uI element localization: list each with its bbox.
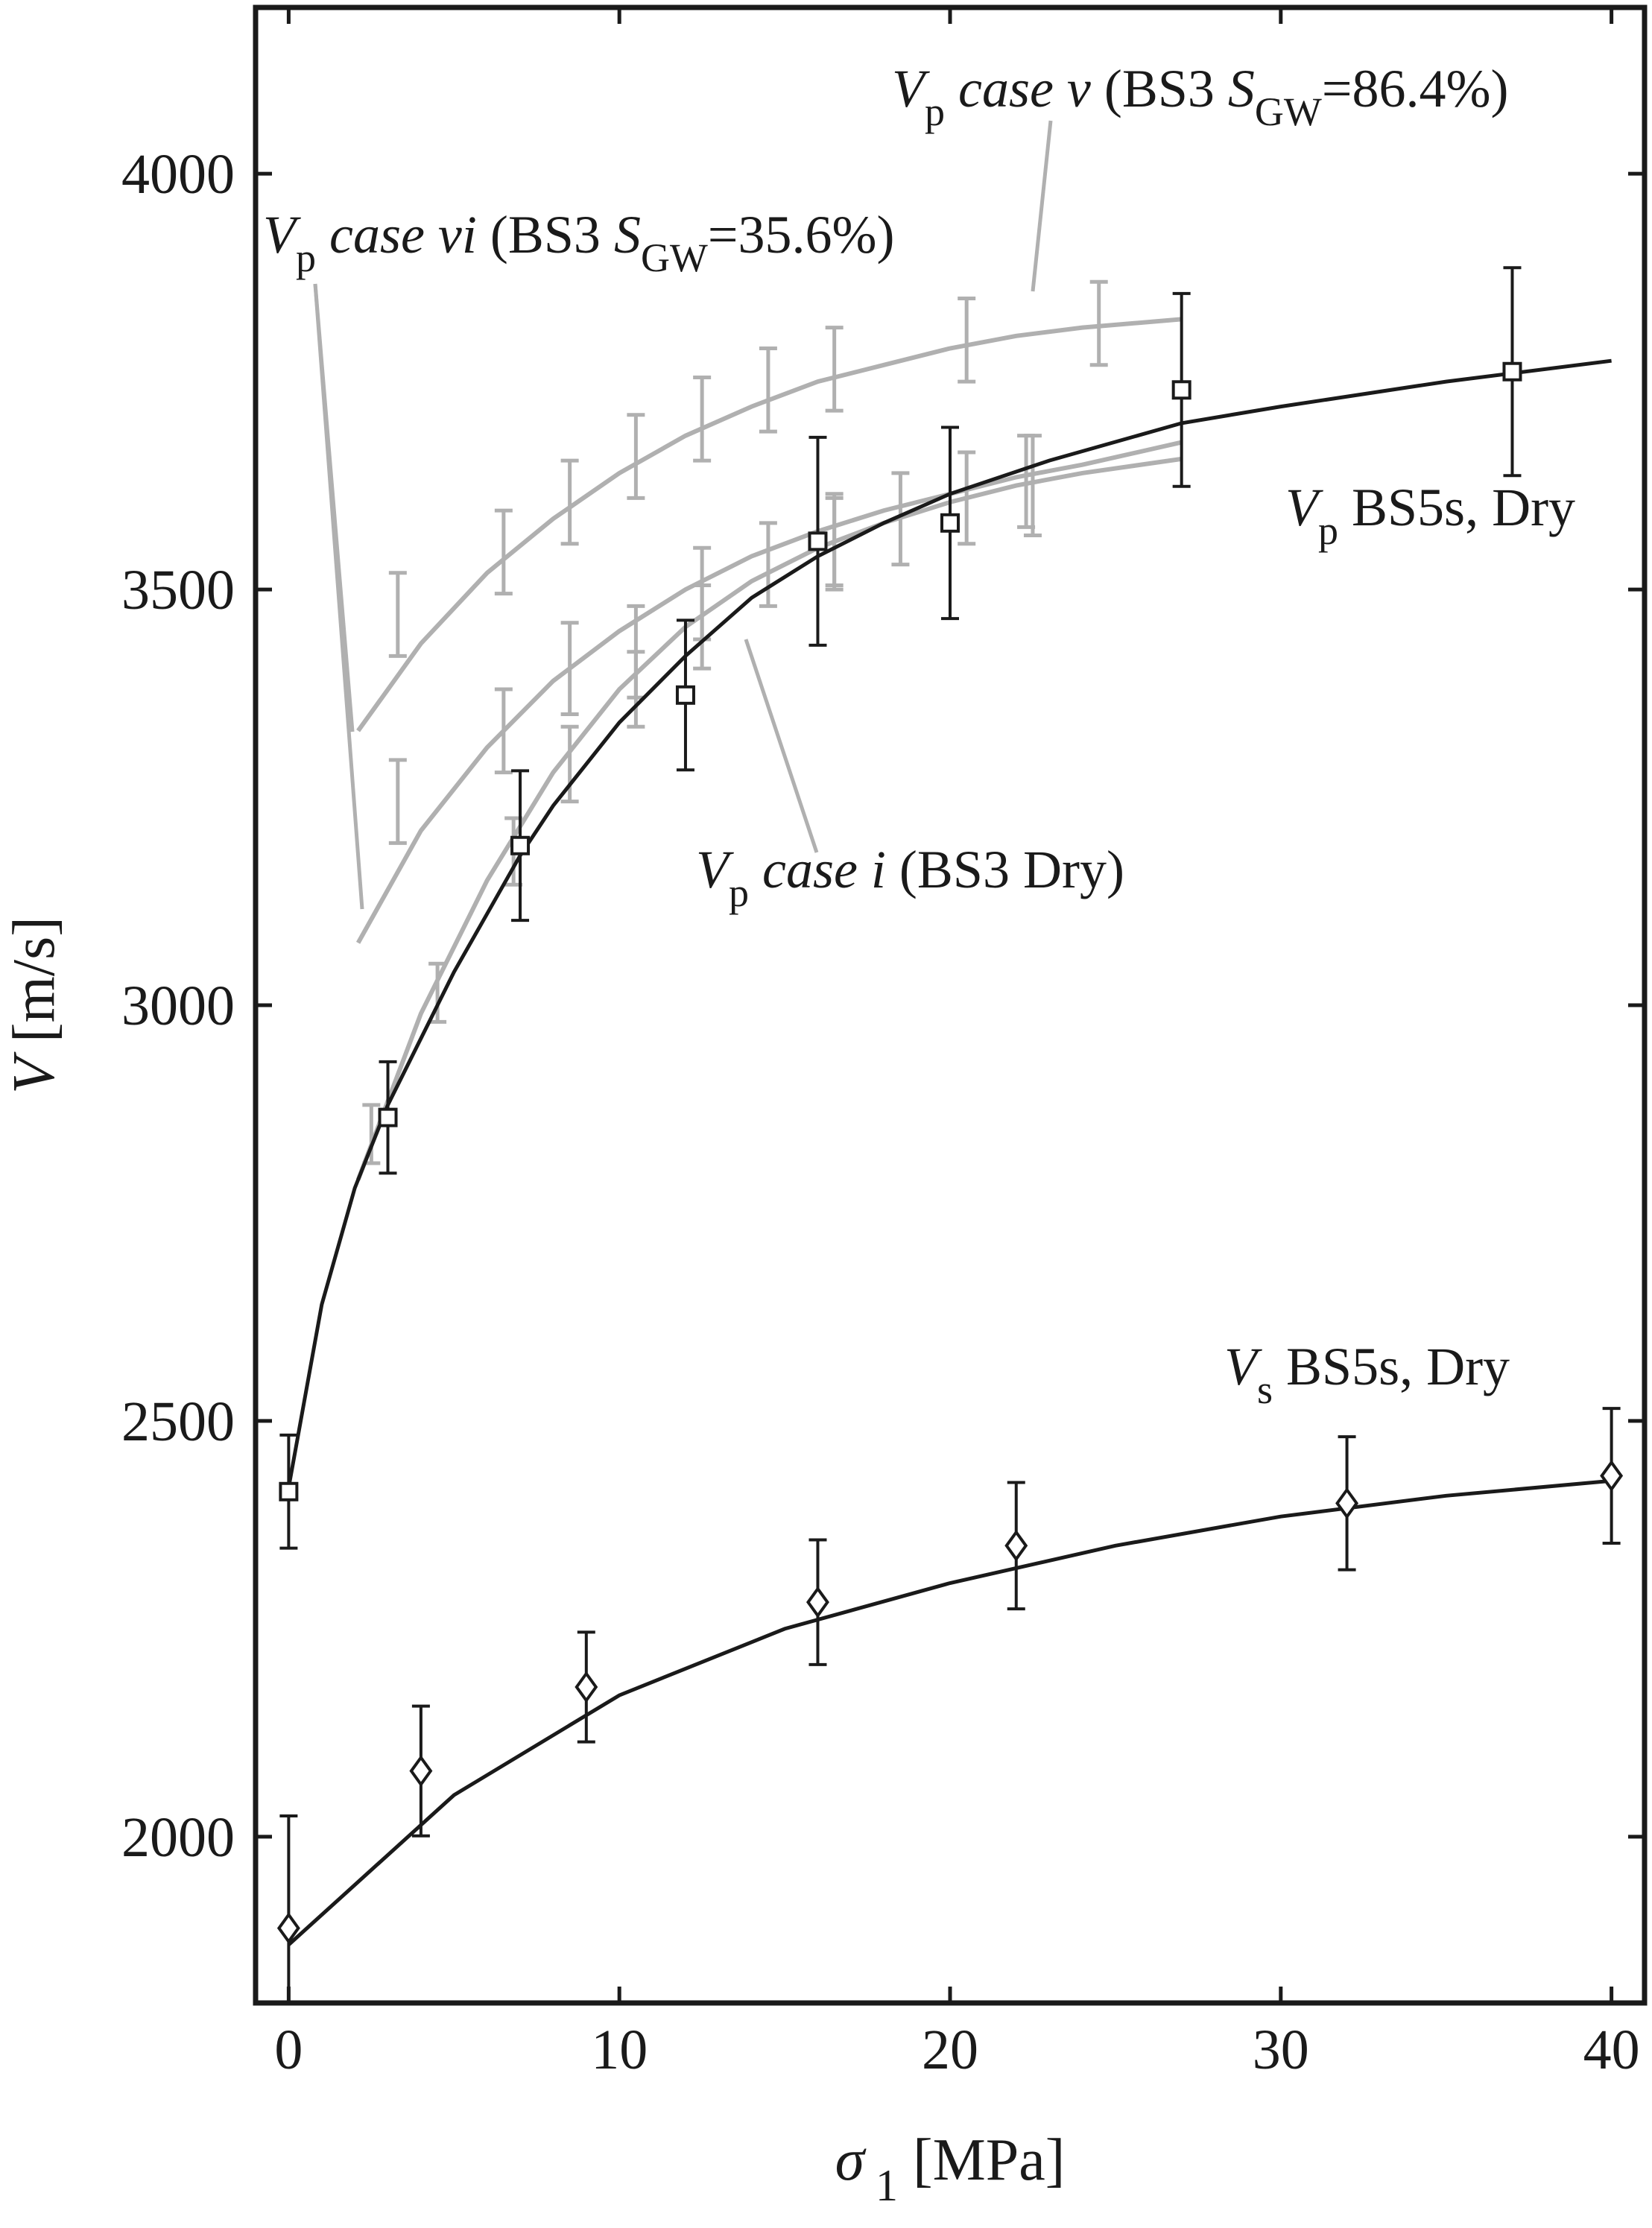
label-part: BS5s, Dry bbox=[1273, 1337, 1510, 1396]
error-bar bbox=[1089, 279, 1108, 367]
label-part: GW bbox=[1255, 89, 1322, 134]
label: Vp BS5s, Dry bbox=[1285, 478, 1575, 553]
marker bbox=[276, 1912, 300, 1944]
label: Vp case v (BS3 SGW=86.4%) bbox=[892, 59, 1508, 134]
label-part: (BS3 bbox=[1091, 59, 1228, 118]
error-bar bbox=[825, 496, 844, 592]
error-bar bbox=[759, 346, 777, 434]
error-bar bbox=[958, 297, 976, 384]
label-part: p bbox=[296, 235, 316, 280]
label-part: V bbox=[263, 205, 301, 265]
label-part: s bbox=[1257, 1367, 1273, 1412]
label-part: [MPa] bbox=[898, 2127, 1065, 2193]
error-bar bbox=[825, 326, 844, 413]
label: Vp case i (BS3 Dry) bbox=[696, 840, 1124, 915]
error-bar bbox=[759, 521, 777, 608]
x-tick-label: 30 bbox=[1253, 2019, 1309, 2081]
marker bbox=[1502, 361, 1522, 382]
marker bbox=[409, 1755, 433, 1788]
error-bar bbox=[891, 471, 910, 567]
marker bbox=[675, 685, 695, 705]
marker bbox=[1171, 380, 1191, 400]
label-part: case vi bbox=[316, 205, 477, 265]
fit-curve bbox=[286, 358, 1612, 1488]
label-part: V bbox=[1224, 1337, 1262, 1396]
label-part: V bbox=[1285, 478, 1323, 537]
leader-lines bbox=[313, 120, 1053, 910]
fit-curve bbox=[355, 456, 1183, 1181]
marker bbox=[1004, 1529, 1028, 1562]
label-part: 1 bbox=[864, 2161, 898, 2210]
label-part: S bbox=[614, 205, 641, 265]
x-tick-label: 10 bbox=[591, 2019, 648, 2081]
label-part: V bbox=[1, 1051, 67, 1094]
x-tick-label: 0 bbox=[274, 2019, 303, 2081]
error-bar bbox=[958, 450, 976, 546]
marker bbox=[510, 835, 531, 855]
leader-line bbox=[313, 283, 364, 910]
label-part: p bbox=[1318, 508, 1338, 553]
label-part: V bbox=[892, 59, 930, 118]
y-tick-label: 3000 bbox=[121, 975, 235, 1037]
marker bbox=[1335, 1487, 1359, 1519]
label-part: S bbox=[1228, 59, 1255, 118]
y-tick-label: 2000 bbox=[121, 1806, 235, 1869]
error-bar bbox=[693, 376, 712, 463]
y-tick-label: 3500 bbox=[121, 559, 235, 621]
marker bbox=[940, 513, 960, 533]
label-part: (BS3 bbox=[477, 205, 614, 265]
label: Vs BS5s, Dry bbox=[1224, 1337, 1510, 1412]
error-bar bbox=[1023, 434, 1042, 538]
error-bar bbox=[627, 650, 645, 729]
label-part: σ bbox=[835, 2127, 867, 2193]
label-part: p bbox=[729, 870, 749, 915]
label-part: [m/s] bbox=[1, 917, 67, 1057]
label-part: =35.6%) bbox=[708, 205, 895, 265]
error-bar bbox=[560, 724, 579, 804]
label: σ 1 [MPa] bbox=[835, 2127, 1066, 2210]
fit-curve bbox=[355, 440, 1183, 944]
error-bar bbox=[428, 961, 447, 1024]
marker bbox=[378, 1107, 398, 1127]
error-bar bbox=[693, 583, 712, 671]
label-part: (BS3 Dry) bbox=[886, 840, 1124, 899]
fit-curve bbox=[287, 1478, 1612, 1946]
marker bbox=[279, 1481, 299, 1501]
marker bbox=[1600, 1460, 1624, 1492]
error-bar bbox=[560, 621, 579, 716]
label-part: p bbox=[925, 89, 945, 134]
error-bar bbox=[388, 758, 407, 845]
label: Vp case vi (BS3 SGW=35.6%) bbox=[263, 205, 894, 280]
marker bbox=[806, 1586, 829, 1618]
leader-line bbox=[1031, 120, 1053, 292]
y-tick-label: 4000 bbox=[121, 143, 235, 206]
label-part: case i bbox=[749, 840, 886, 899]
x-tick-label: 40 bbox=[1583, 2019, 1640, 2081]
error-bar bbox=[494, 687, 513, 775]
marker bbox=[575, 1671, 598, 1703]
error-bar bbox=[560, 458, 579, 546]
label-part: case v bbox=[945, 59, 1091, 118]
marker bbox=[808, 531, 828, 551]
y-tick-label: 2500 bbox=[121, 1390, 235, 1453]
label-part: =86.4%) bbox=[1322, 59, 1509, 118]
label-part: V bbox=[696, 840, 734, 899]
error-bar bbox=[627, 413, 645, 500]
label-part: GW bbox=[641, 235, 708, 280]
x-tick-label: 20 bbox=[922, 2019, 978, 2081]
label: V [m/s] bbox=[1, 917, 67, 1094]
error-bar bbox=[388, 571, 407, 658]
error-bar bbox=[494, 508, 513, 596]
fit-curve bbox=[356, 317, 1182, 732]
label-part: BS5s, Dry bbox=[1338, 478, 1575, 537]
leader-line bbox=[744, 639, 819, 853]
plot-frame bbox=[253, 4, 1648, 2006]
